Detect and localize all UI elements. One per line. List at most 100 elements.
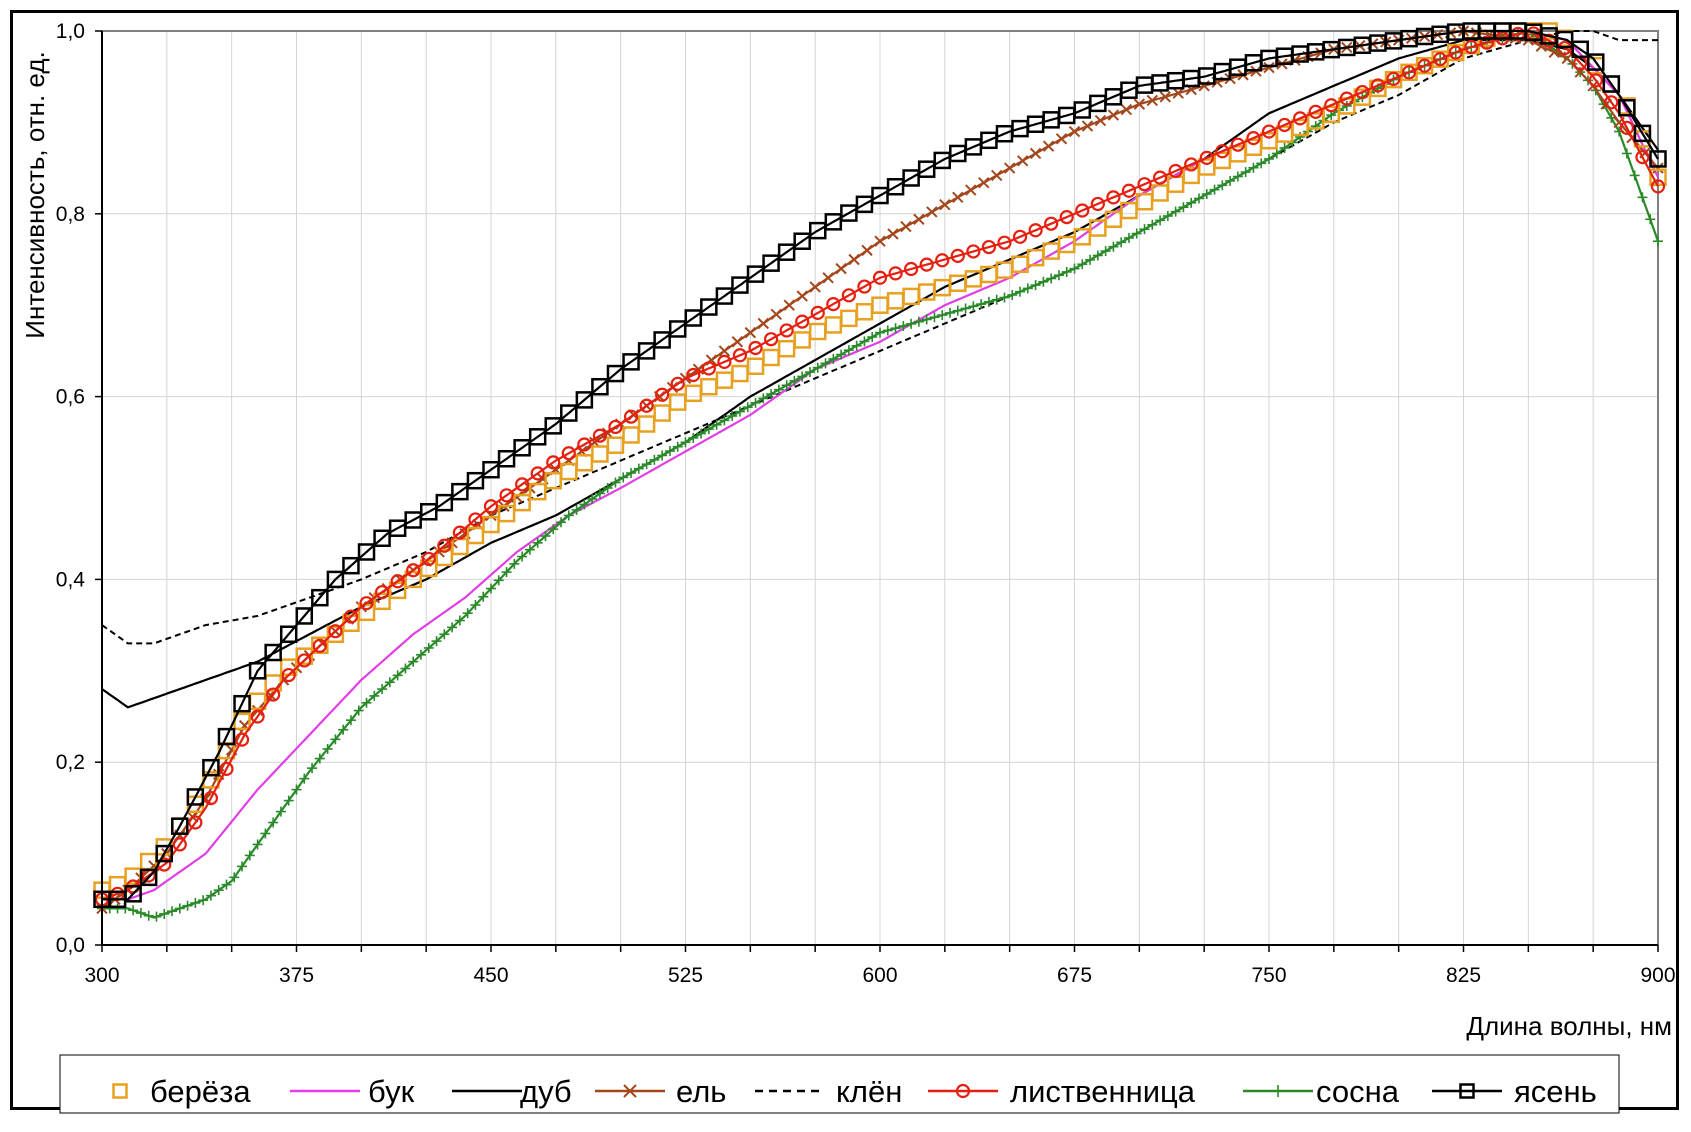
data-point (544, 471, 562, 490)
data-point (622, 353, 640, 371)
data-point (338, 724, 349, 735)
data-point (828, 353, 839, 364)
data-point (840, 309, 858, 328)
data-point (171, 817, 189, 835)
data-point (326, 570, 345, 589)
data-point (727, 410, 738, 421)
data-point (945, 307, 956, 318)
data-point (872, 270, 888, 285)
data-point (128, 905, 139, 916)
data-point (1649, 150, 1667, 168)
data-point (1324, 98, 1339, 113)
legend-marker (1272, 1085, 1284, 1097)
data-point (1400, 29, 1418, 48)
data-point (1369, 34, 1387, 52)
data-point (343, 609, 359, 624)
data-point (466, 471, 485, 490)
data-point (377, 684, 388, 695)
data-point (826, 297, 841, 312)
data-point (890, 323, 901, 334)
data-point (766, 389, 777, 400)
data-point (1548, 46, 1560, 59)
legend-label: бук (368, 1074, 415, 1109)
data-point (307, 763, 318, 774)
data-point (1057, 235, 1076, 254)
data-point (575, 454, 594, 472)
data-point (824, 316, 843, 334)
data-point (513, 439, 531, 457)
data-point (406, 563, 421, 578)
data-point (1172, 87, 1184, 99)
data-point (1003, 162, 1016, 174)
data-point (804, 367, 815, 378)
data-point (139, 852, 158, 871)
data-point (990, 169, 1003, 182)
y-tick-label: 0,2 (56, 751, 85, 774)
data-point (711, 419, 722, 430)
data-point (978, 177, 990, 189)
data-point (718, 345, 731, 357)
data-point (843, 345, 854, 356)
data-point (1022, 283, 1033, 294)
data-point (770, 308, 782, 321)
data-point (435, 548, 454, 567)
data-point (835, 262, 847, 275)
data-point (1106, 190, 1121, 205)
legend-item-дуб: дуб (452, 1074, 572, 1109)
data-point (809, 281, 821, 293)
data-point (1417, 58, 1432, 73)
data-point (1230, 137, 1245, 152)
data-point (1089, 219, 1107, 237)
data-point (1261, 124, 1277, 139)
data-point (1042, 140, 1055, 152)
data-point (715, 371, 734, 389)
data-point (420, 559, 438, 578)
data-point (546, 455, 561, 470)
data-point (731, 364, 749, 383)
data-point (560, 462, 578, 481)
data-point (983, 296, 994, 307)
data-point (1042, 242, 1060, 260)
data-point (1026, 248, 1045, 267)
data-point (530, 466, 545, 481)
data-point (684, 309, 703, 327)
data-point (900, 220, 912, 233)
data-point (435, 493, 454, 512)
data-point (291, 784, 302, 795)
data-point (871, 186, 889, 205)
data-point (233, 694, 251, 713)
data-point (633, 463, 644, 474)
data-point (1089, 94, 1107, 113)
data-point (758, 393, 769, 404)
data-point (563, 510, 574, 521)
data-point (1046, 273, 1057, 284)
data-point (672, 441, 683, 452)
data-point (762, 348, 780, 367)
data-point (174, 903, 185, 914)
data-point (700, 377, 718, 396)
data-point (478, 591, 489, 602)
data-point (1431, 25, 1449, 44)
data-point (1240, 167, 1251, 178)
data-point (468, 512, 483, 527)
data-point (431, 636, 442, 647)
data-point (151, 911, 162, 922)
data-point (1244, 54, 1263, 72)
data-point (244, 850, 255, 861)
data-point (655, 387, 670, 402)
data-point (1386, 71, 1401, 86)
data-point (836, 349, 847, 360)
data-point (606, 436, 625, 454)
data-point (848, 253, 860, 266)
data-point (1540, 27, 1558, 45)
data-point (917, 160, 936, 178)
y-tick-label: 0,4 (56, 568, 86, 591)
data-point (1217, 180, 1228, 191)
data-point (602, 483, 613, 493)
data-point (404, 570, 422, 589)
data-point (1139, 224, 1150, 235)
legend-item-ясень: ясень (1432, 1074, 1597, 1109)
data-point (1650, 179, 1666, 194)
data-point (719, 415, 730, 426)
data-point (353, 705, 364, 716)
